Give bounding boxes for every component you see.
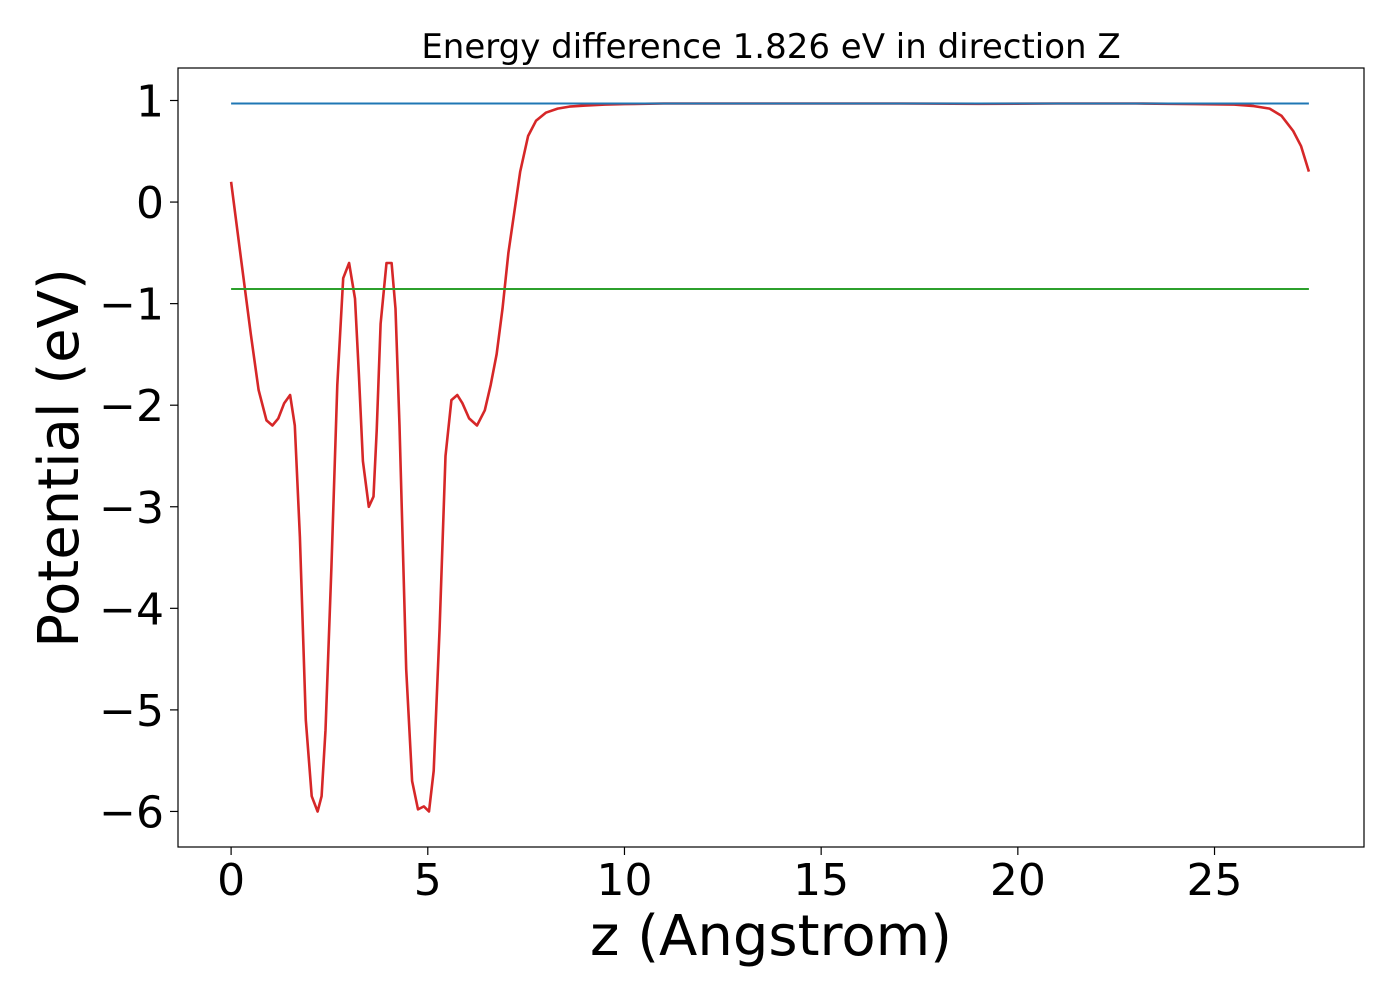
y-tick-label: −3: [99, 483, 164, 534]
x-tick-label: 5: [414, 855, 442, 906]
series-layer: [229, 102, 1311, 813]
y-axis-title: Potential (eV): [27, 268, 92, 648]
y-tick-label: −4: [99, 584, 164, 635]
y-tick-label: −5: [99, 686, 164, 737]
x-tick-label: 0: [217, 855, 245, 906]
y-tick-label: −2: [99, 381, 164, 432]
chart-title: Energy difference 1.826 eV in direction …: [421, 27, 1120, 67]
y-tick-label: −6: [99, 787, 164, 838]
x-tick-label: 10: [596, 855, 652, 906]
y-axis: 1 0 −1 −2 −3 −4 −5 −6: [99, 77, 178, 838]
x-axis-title: z (Angstrom): [590, 904, 952, 969]
x-tick-label: 20: [990, 855, 1046, 906]
plot-frame: [177, 67, 1365, 848]
x-tick-label: 25: [1187, 855, 1243, 906]
x-axis: 0 5 10 15 20 25: [217, 847, 1243, 906]
y-tick-label: 1: [136, 77, 164, 128]
y-tick-label: −1: [99, 280, 164, 331]
y-tick-label: 0: [136, 178, 164, 229]
x-tick-label: 15: [793, 855, 849, 906]
